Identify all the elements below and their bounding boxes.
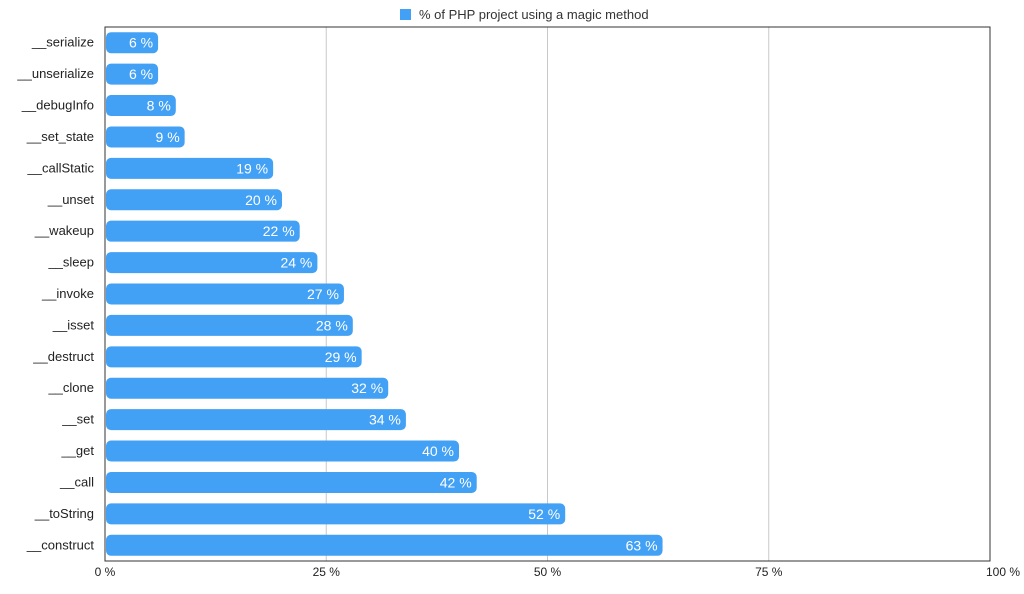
bar-clone: [106, 377, 389, 399]
x-tick-label: 0 %: [95, 565, 116, 579]
bar-value-label: 42 %: [440, 474, 472, 490]
bar-set: [106, 409, 406, 431]
x-tick-label: 100 %: [986, 565, 1020, 579]
category-label: __call: [59, 474, 94, 489]
category-label: __unserialize: [16, 66, 94, 81]
category-label: __clone: [47, 380, 94, 395]
x-tick-label: 25 %: [313, 565, 341, 579]
bar-callstatic: [106, 157, 274, 179]
bar-value-label: 63 %: [626, 537, 658, 553]
bar-value-label: 19 %: [236, 160, 268, 176]
x-tick-label: 75 %: [755, 565, 783, 579]
legend-swatch: [400, 8, 411, 20]
plot-frame: [104, 26, 991, 562]
category-label: __construct: [26, 537, 95, 552]
category-label: __wakeup: [34, 223, 94, 238]
bar-unserialize: [106, 63, 159, 85]
category-label: __callStatic: [27, 160, 95, 175]
x-tick-labels: 0 % 25 % 50 % 75 % 100 %: [95, 565, 1021, 579]
bars: [106, 32, 663, 556]
category-label: __set_state: [26, 129, 94, 144]
bar-debuginfo: [106, 95, 176, 117]
bar-value-label: 40 %: [422, 443, 454, 459]
bar-value-label: 20 %: [245, 192, 277, 208]
category-label: __unset: [47, 192, 95, 207]
bar-value-label: 6 %: [129, 66, 153, 82]
bar-value-label: 32 %: [351, 380, 383, 396]
chart-legend: % of PHP project using a magic method: [400, 6, 649, 22]
bar-value-label: 27 %: [307, 286, 339, 302]
category-label: __toString: [34, 506, 94, 521]
bar-construct: [106, 534, 663, 556]
legend-label: % of PHP project using a magic method: [419, 6, 649, 22]
bar-value-label: 52 %: [528, 506, 560, 522]
category-label: __invoke: [41, 286, 94, 301]
bar-call: [106, 471, 477, 493]
bar-value-labels: 6 % 6 % 8 % 9 % 19 % 20 % 22 % 24 % 27 % 28 % 29 %…: [129, 35, 658, 554]
bar-value-label: 6 %: [129, 35, 153, 51]
bar-isset: [106, 314, 353, 336]
bar-sleep: [106, 252, 318, 274]
category-label: __isset: [52, 317, 95, 332]
bar-set_state: [106, 126, 185, 148]
bar-get: [106, 440, 459, 462]
bar-value-label: 29 %: [325, 349, 357, 365]
x-tick-label: 50 %: [534, 565, 562, 579]
bar-destruct: [106, 346, 362, 368]
bar-value-label: 9 %: [156, 129, 180, 145]
category-label: __get: [60, 443, 94, 458]
category-label: __destruct: [32, 349, 94, 364]
bar-serialize: [106, 32, 159, 54]
category-label: __debugInfo: [21, 98, 94, 113]
category-label: __serialize: [31, 35, 94, 50]
category-label: __set: [61, 412, 94, 427]
bar-wakeup: [106, 220, 300, 242]
bar-value-label: 22 %: [263, 223, 295, 239]
bar-value-label: 8 %: [147, 98, 171, 114]
bar-unset: [106, 189, 282, 211]
bar-value-label: 28 %: [316, 317, 348, 333]
category-label: __sleep: [47, 255, 94, 270]
bar-invoke: [106, 283, 344, 305]
bar-value-label: 24 %: [280, 255, 312, 271]
bar-tostring: [106, 503, 566, 525]
bar-value-label: 34 %: [369, 412, 401, 428]
category-labels: __serialize __unserialize __debugInfo __set…: [16, 35, 94, 553]
